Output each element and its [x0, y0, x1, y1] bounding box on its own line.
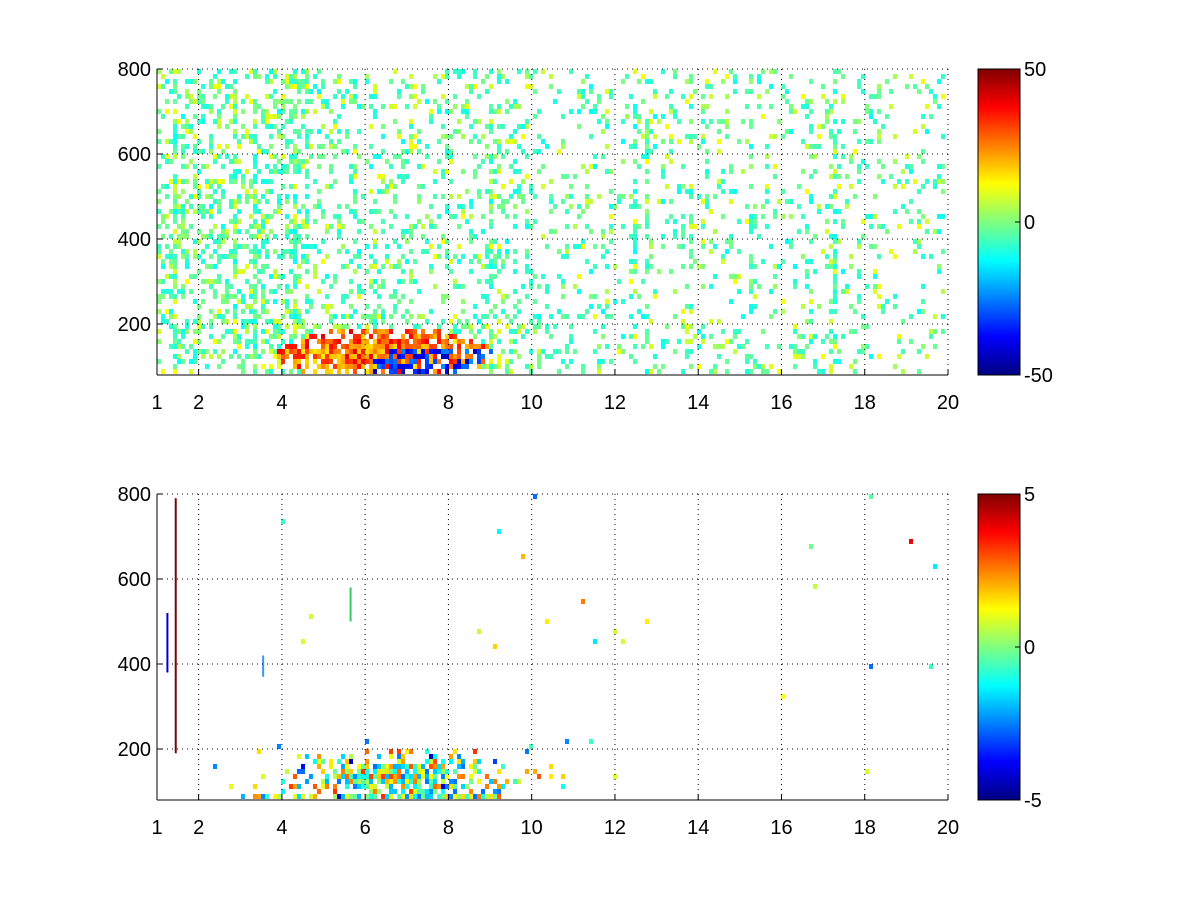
- x-tick-label: 14: [687, 392, 709, 414]
- x-tick-label: 10: [521, 817, 543, 839]
- y-tick-label: 600: [118, 569, 151, 591]
- y-tick-label: 400: [118, 654, 151, 676]
- y-tick-label: 800: [118, 59, 151, 81]
- colorbar-gradient: [977, 68, 1021, 376]
- heatmap-cells: [166, 494, 937, 799]
- colorbar-tick-label: -50: [1024, 365, 1053, 387]
- colorbar-tick-label: 0: [1024, 212, 1035, 234]
- x-tick-label: 20: [937, 817, 959, 839]
- colorbar-gradient: [977, 493, 1021, 801]
- heatmap-cells: [157, 69, 945, 374]
- y-tick-label: 400: [118, 229, 151, 251]
- grid-lines: [157, 68, 949, 375]
- x-tick-label: 1: [151, 817, 162, 839]
- colorbar-tick-label: 5: [1024, 484, 1035, 506]
- x-tick-label: 6: [360, 392, 371, 414]
- grid-lines: [157, 493, 949, 800]
- x-tick-label: 4: [276, 817, 287, 839]
- x-tick-label: 2: [193, 817, 204, 839]
- x-tick-label: 2: [193, 392, 204, 414]
- y-tick-label: 200: [118, 739, 151, 761]
- x-tick-label: 8: [443, 817, 454, 839]
- x-tick-label: 12: [604, 817, 626, 839]
- x-tick-label: 20: [937, 392, 959, 414]
- x-tick-label: 12: [604, 392, 626, 414]
- colorbar-tick-label: 50: [1024, 59, 1046, 81]
- x-tick-label: 4: [276, 392, 287, 414]
- x-tick-label: 18: [854, 817, 876, 839]
- colorbar-tick-label: -5: [1024, 790, 1042, 812]
- colorbar: 5 0 -5: [977, 484, 1042, 812]
- colorbar-tick-label: 0: [1024, 637, 1035, 659]
- x-tick-label: 8: [443, 392, 454, 414]
- x-tick-label: 18: [854, 392, 876, 414]
- y-tick-label: 200: [118, 314, 151, 336]
- x-tick-label: 16: [770, 817, 792, 839]
- plot-area: [157, 494, 948, 800]
- x-tick-label: 10: [521, 392, 543, 414]
- x-tick-label: 1: [151, 392, 162, 414]
- x-tick-label: 14: [687, 817, 709, 839]
- x-tick-label: 16: [770, 392, 792, 414]
- colorbar: 50 0 -50: [977, 59, 1053, 387]
- y-tick-label: 800: [118, 484, 151, 506]
- x-tick-label: 6: [360, 817, 371, 839]
- y-tick-label: 600: [118, 144, 151, 166]
